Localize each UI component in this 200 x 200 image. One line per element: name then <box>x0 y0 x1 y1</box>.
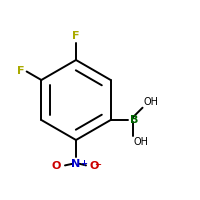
Text: +: + <box>80 159 87 168</box>
Text: −: − <box>94 160 101 169</box>
Text: OH: OH <box>144 97 159 107</box>
Text: O: O <box>52 161 61 171</box>
Text: B: B <box>130 115 138 125</box>
Text: F: F <box>72 31 80 41</box>
Text: OH: OH <box>133 137 148 147</box>
Text: O: O <box>89 161 98 171</box>
Text: F: F <box>17 66 25 76</box>
Text: N: N <box>71 159 81 169</box>
